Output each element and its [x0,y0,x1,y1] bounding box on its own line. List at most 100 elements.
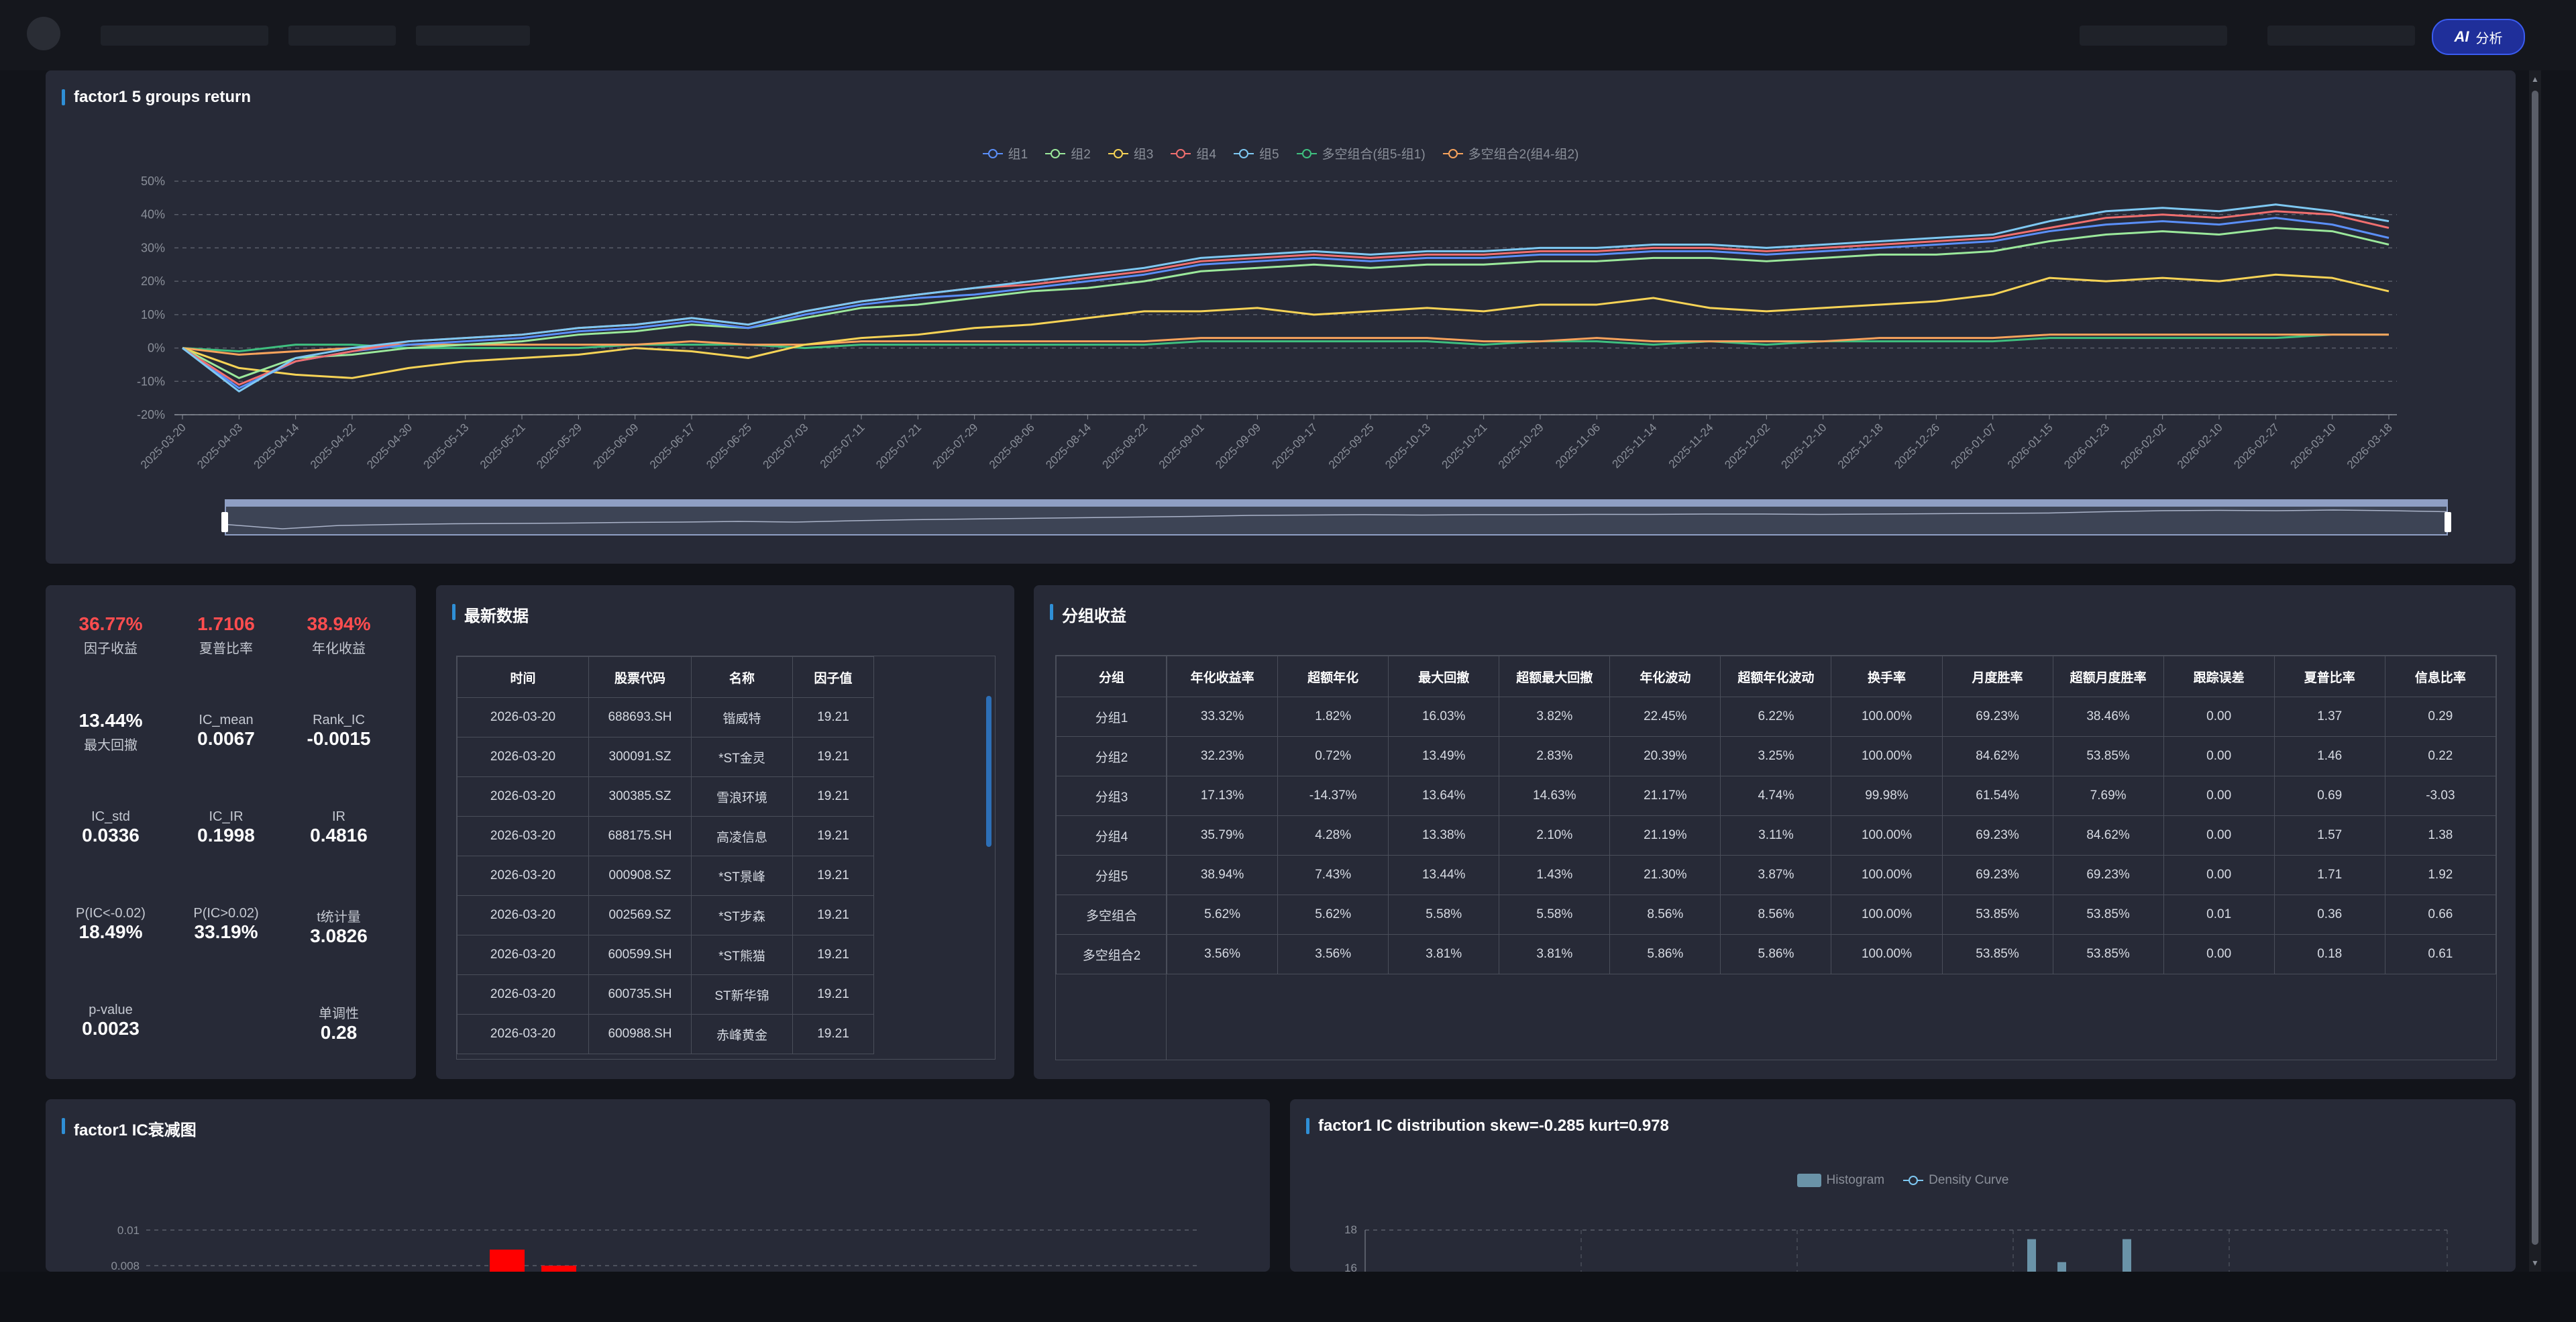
table-scrollbar[interactable] [986,696,991,847]
ic-decay-chart[interactable]: 0.01 0.008 [46,1099,1270,1272]
y-tick-label: 30% [141,241,165,254]
table-row: 分组5 38.94% 7.43% 13.44% 1.43% 21.30% 3.87% 100.… [1056,855,2496,895]
table-row[interactable]: 2026-03-20 688175.SH 高凌信息 19.21 [457,816,874,856]
zoom-preview-line [225,509,2448,529]
stat-label: IC_IR [209,809,244,824]
table-cell: 0.69 [2273,776,2385,816]
column-header[interactable]: 因子值 [792,656,874,698]
table-row: 分组4 35.79% 4.28% 13.38% 2.10% 21.19% 3.11% 100.… [1056,815,2496,856]
table-cell: 0.01 [2163,895,2275,935]
legend-item[interactable]: 多空组合(组5-组1) [1296,144,1426,162]
table-cell: 21.30% [1609,855,1721,895]
column-header[interactable]: 分组 [1056,656,1168,697]
table-cell: 0.29 [2384,697,2496,737]
column-header[interactable]: 股票代码 [588,656,692,698]
ic-bar [490,1250,525,1272]
column-header[interactable]: 超额月度胜率 [2052,656,2164,697]
stat-value: 3.0826 [310,925,368,946]
legend-histogram[interactable]: Histogram [1796,1173,1884,1188]
x-tick-label: 2026-01-15 [2005,421,2055,471]
scroll-up-icon[interactable]: ▲ [2531,74,2539,84]
legend-item[interactable]: 组4 [1171,144,1216,162]
table-cell: 100.00% [1831,855,1943,895]
chart-legend: 组1 组2 组3 组4 组5 多空组合(组5-组1) 多空组合2(组4-组2) [46,144,2516,162]
stat-item: 13.44% 最大回撤 [54,710,168,754]
stat-item: 38.94% 年化收益 [282,613,396,657]
column-header[interactable]: 跟踪误差 [2163,656,2275,697]
scrollbar-thumb[interactable] [2532,91,2538,1245]
legend-item[interactable]: 多空组合2(组4-组2) [1442,144,1578,162]
series-line [182,273,2390,379]
column-header[interactable]: 信息比率 [2384,656,2496,697]
column-header[interactable]: 超额年化波动 [1720,656,1832,697]
table-cell: 17.13% [1167,776,1279,816]
table-cell: 19.21 [792,697,874,738]
y-tick-label: 16 [1344,1262,1357,1272]
table-cell: 分组1 [1056,697,1168,737]
table-cell: 8.56% [1609,895,1721,935]
table-row[interactable]: 2026-03-20 000908.SZ *ST景峰 19.21 [457,856,874,896]
table-cell: 1.82% [1277,697,1389,737]
table-cell: 1.37 [2273,697,2385,737]
panel-title: factor1 IC衰减图 [62,1117,197,1140]
column-header[interactable]: 夏普比率 [2273,656,2385,697]
table-row[interactable]: 2026-03-20 600735.SH ST新华锦 19.21 [457,974,874,1015]
column-header[interactable]: 时间 [457,656,589,698]
table-cell: 21.19% [1609,815,1721,856]
legend-item[interactable]: 组1 [982,144,1028,162]
column-header[interactable]: 年化收益率 [1167,656,1279,697]
table-row[interactable]: 2026-03-20 300385.SZ 雪浪环境 19.21 [457,776,874,817]
series-line [182,217,2390,389]
table-cell: 多空组合2 [1056,934,1168,974]
table-cell: 分组5 [1056,855,1168,895]
table-cell: *ST熊猫 [691,935,793,975]
table-cell: 2026-03-20 [457,737,589,777]
legend-item[interactable]: 组5 [1233,144,1279,162]
table-cell: 0.00 [2163,815,2275,856]
table-cell: 53.85% [1941,934,2053,974]
table-cell: 688175.SH [588,816,692,856]
legend-density-curve[interactable]: Density Curve [1903,1173,2008,1188]
column-header[interactable]: 月度胜率 [1941,656,2053,697]
column-header[interactable]: 换手率 [1831,656,1943,697]
column-header[interactable]: 超额最大回撤 [1499,656,1611,697]
x-tick-label: 2025-05-21 [478,421,528,471]
stat-label: IR [332,809,345,824]
table-cell: 14.63% [1499,776,1611,816]
x-tick-label: 2025-09-25 [1326,421,1377,471]
x-tick-label: 2025-12-18 [1835,421,1886,471]
table-cell: 69.23% [1941,815,2053,856]
ai-analyze-button[interactable]: AI 分析 [2432,19,2525,55]
table-cell: 赤峰黄金 [691,1014,793,1054]
table-cell: 4.74% [1720,776,1832,816]
column-header[interactable]: 名称 [691,656,793,698]
column-header[interactable]: 年化波动 [1609,656,1721,697]
table-row[interactable]: 2026-03-20 600988.SH 赤峰黄金 19.21 [457,1014,874,1054]
x-tick-label: 2025-11-06 [1553,421,1603,470]
table-row[interactable]: 2026-03-20 300091.SZ *ST金灵 19.21 [457,737,874,777]
stat-item: 1.7106 夏普比率 [169,613,283,657]
table-row[interactable]: 2026-03-20 600599.SH *ST熊猫 19.21 [457,935,874,975]
page-scrollbar[interactable]: ▲ ▼ [2529,70,2541,1272]
latest-data-table-container[interactable]: 时间 股票代码 名称 因子值 2026-03-20 688693.SH 锴威特 19.21 20… [456,656,996,1060]
line-chart[interactable]: 50%40%30%20%10%0%-10%-20%2025-03-20 2025-… [46,70,2516,564]
stat-item: P(IC<-0.02) 18.49% [54,903,168,943]
legend-item[interactable]: 组3 [1108,144,1153,162]
table-row[interactable]: 2026-03-20 002569.SZ *ST步森 19.21 [457,895,874,935]
table-cell: 38.46% [2052,697,2164,737]
y-tick-label: 0% [148,342,165,355]
column-header[interactable]: 超额年化 [1277,656,1389,697]
column-header[interactable]: 最大回撤 [1388,656,1500,697]
x-tick-label: 2025-06-17 [647,421,698,471]
factor-stats-panel: 36.77% 因子收益 1.7106 夏普比率 38.94% 年化收益 13.44% 最大回撤… [46,585,416,1079]
table-row[interactable]: 2026-03-20 688693.SH 锴威特 19.21 [457,697,874,738]
legend-item[interactable]: 组2 [1045,144,1091,162]
nav-control-dimmed [2267,26,2415,46]
scroll-down-icon[interactable]: ▼ [2531,1258,2539,1268]
zoom-handle-right [2445,512,2451,532]
table-cell: *ST景峰 [691,856,793,896]
table-cell: 0.22 [2384,736,2496,776]
table-cell: 2026-03-20 [457,974,589,1015]
x-tick-label: 2025-10-13 [1383,421,1433,471]
